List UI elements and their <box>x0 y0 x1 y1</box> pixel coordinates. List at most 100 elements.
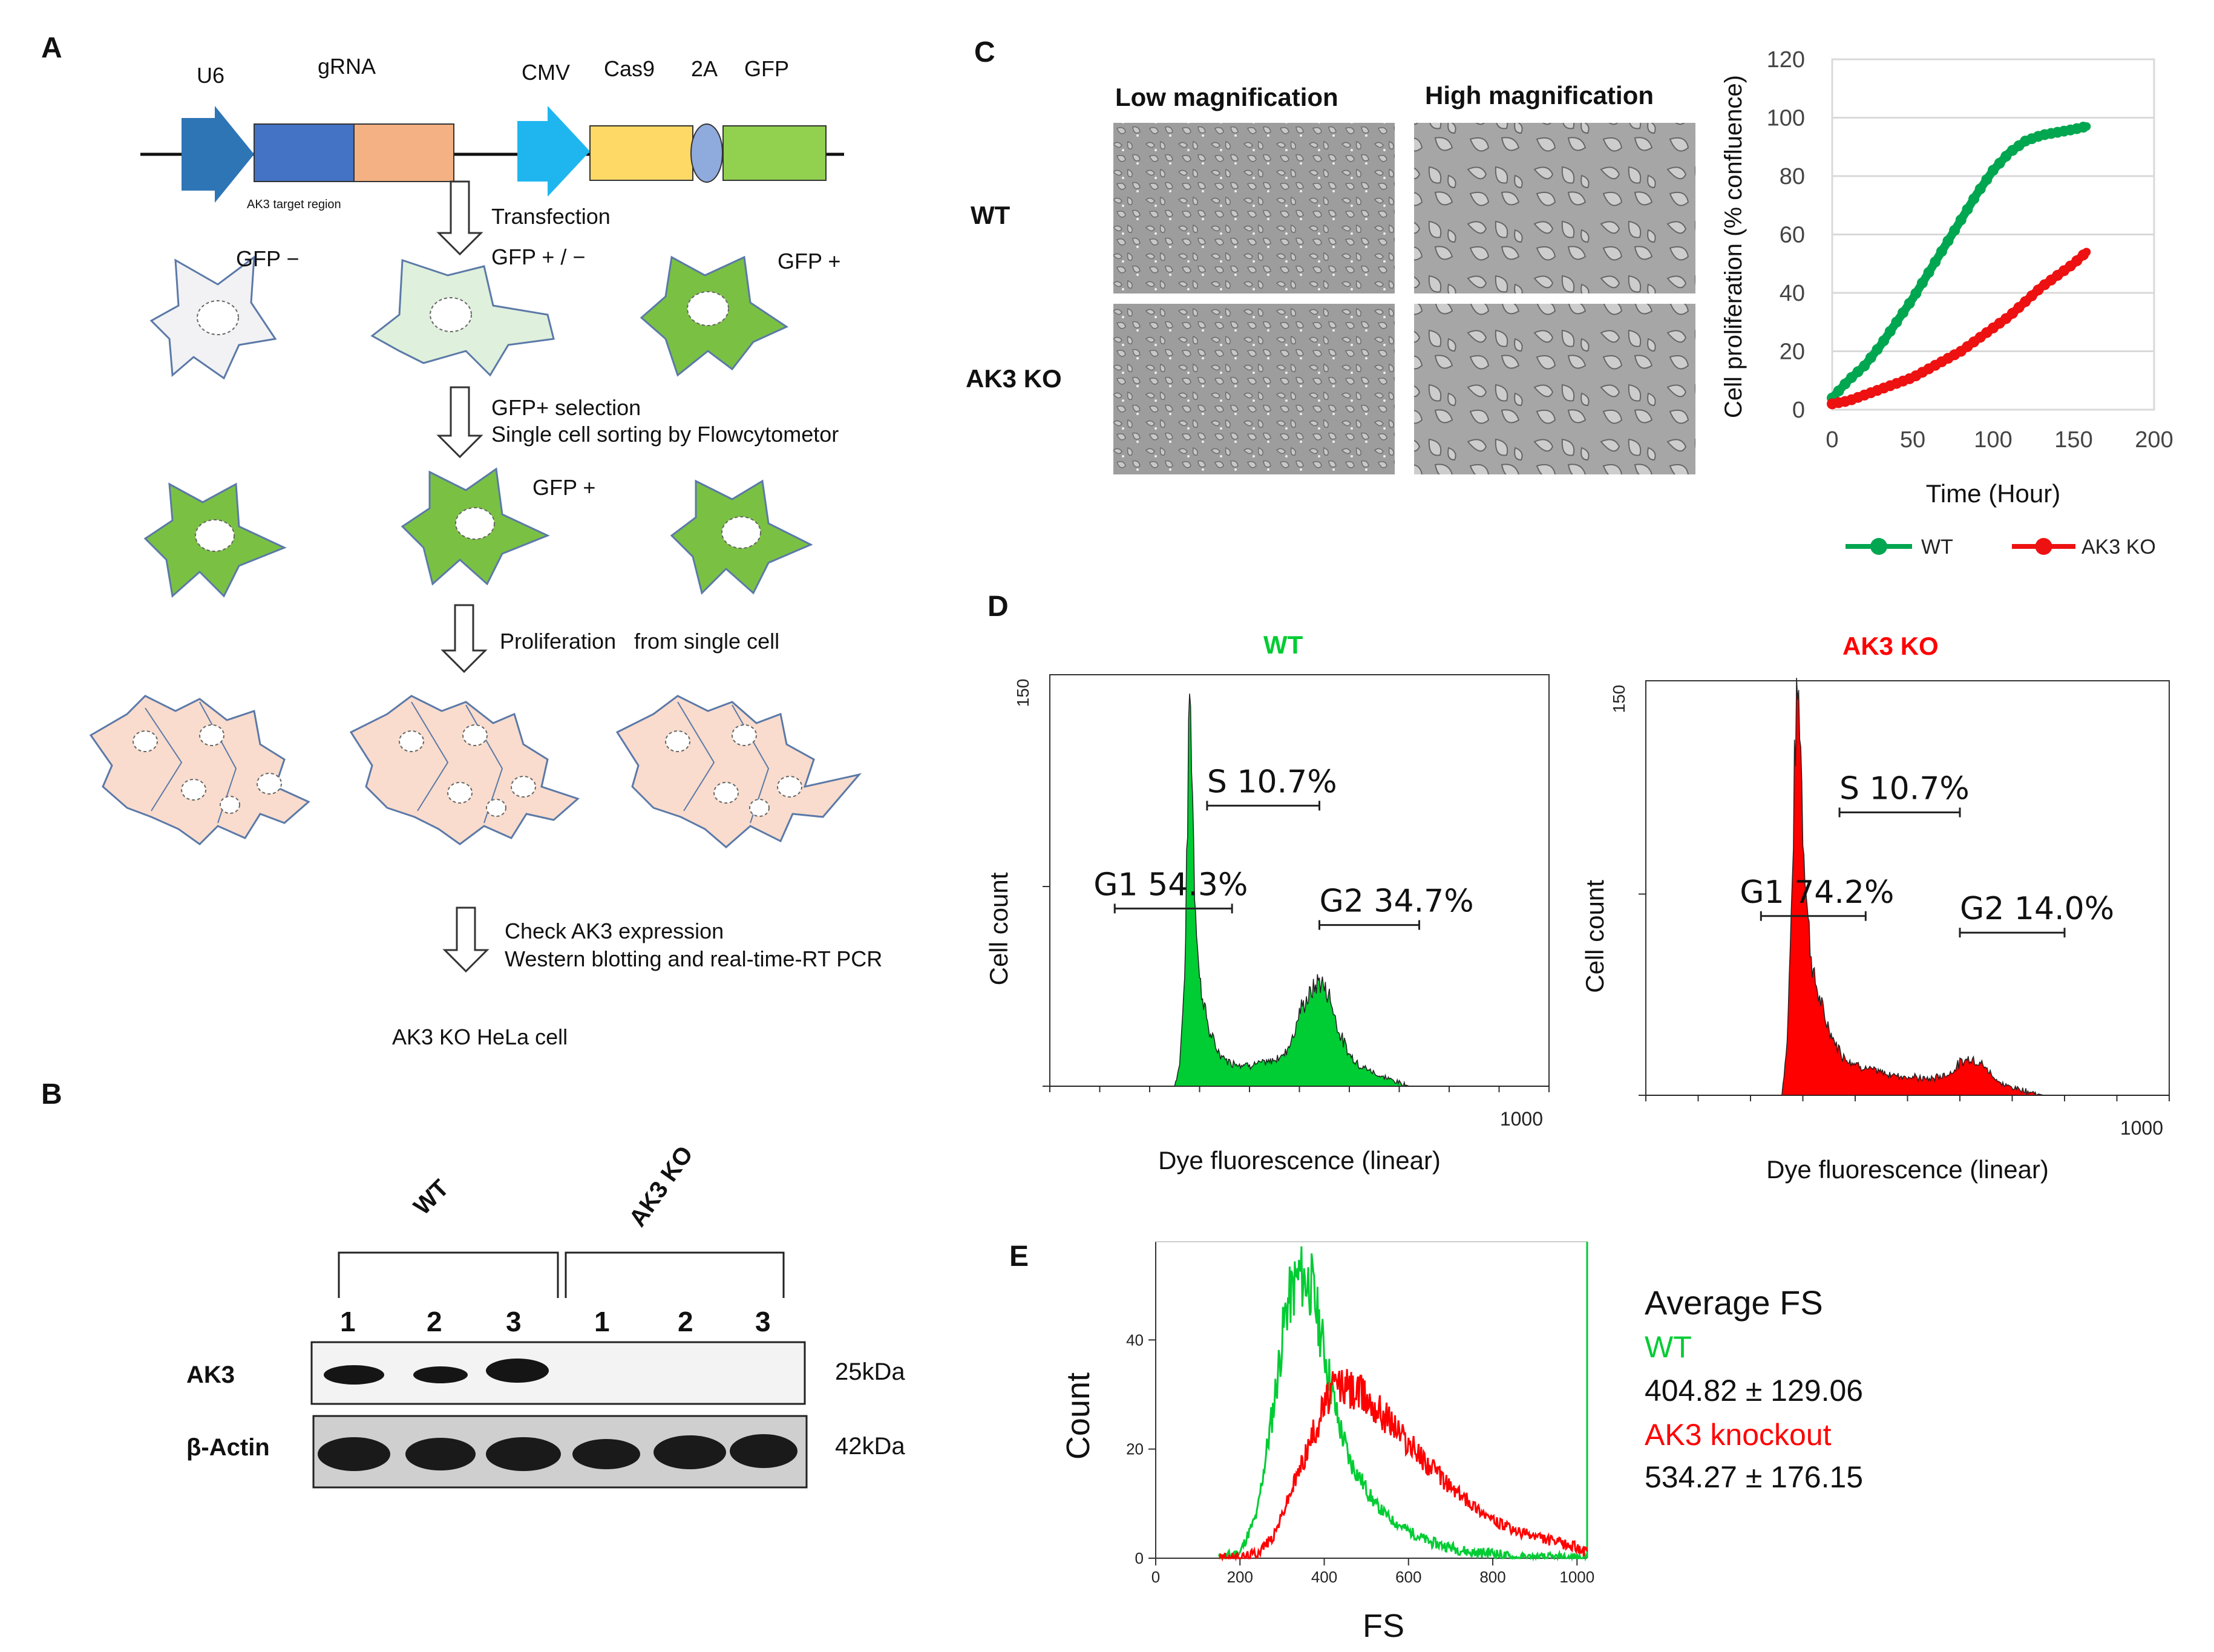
data-point <box>1884 326 1896 337</box>
x-tick-label: 50 <box>1900 427 1925 453</box>
row-label-wt: WT <box>971 201 1010 229</box>
kda-actin: 42kDa <box>835 1433 905 1460</box>
blot-band <box>572 1439 640 1469</box>
proliferation-chart: 0 20 40 60 80 100 120 0 50 100 150 200 Time (Hour) Ce… <box>1720 47 2173 559</box>
flow-arrows <box>436 180 490 973</box>
proliferated-clusters <box>89 695 862 848</box>
lane-numbers: 1 2 3 1 2 3 <box>340 1306 771 1337</box>
y-tick-label: 40 <box>1780 281 1805 306</box>
gate-label-s: S 10.7% <box>1839 771 1970 807</box>
avg-fs-ko-value: 534.27 ± 176.15 <box>1645 1460 1863 1494</box>
panel-b: B WT AK3 KO 1 2 3 1 2 3 AK3 β-Actin 25kD… <box>41 1078 905 1489</box>
x-axis-label: Dye fluorescence (linear) <box>1766 1155 2049 1184</box>
x-tick-label: 200 <box>1227 1568 1253 1586</box>
down-arrow-icon <box>441 604 488 674</box>
avg-fs-ko-label: AK3 knockout <box>1645 1418 1832 1452</box>
row-label-actin: β-Actin <box>186 1434 270 1461</box>
data-point <box>1872 344 1883 355</box>
down-arrow-icon <box>442 906 490 973</box>
row-label-ak3: AK3 <box>186 1362 235 1388</box>
data-point <box>1898 307 1909 318</box>
target-region-box <box>353 123 454 182</box>
group-label-ak3-ko: AK3 KO <box>624 1141 698 1231</box>
data-point <box>1955 214 1967 226</box>
series-line-ak3-knockout <box>1219 1369 1588 1562</box>
avg-fs-wt-label: WT <box>1645 1330 1692 1364</box>
y-tick-label: 40 <box>1126 1331 1144 1349</box>
data-point <box>1878 335 1890 347</box>
data-point <box>1930 256 1941 267</box>
bracket-wt <box>338 1251 559 1298</box>
kda-ak3: 25kDa <box>835 1359 905 1385</box>
legend-marker <box>1870 538 1887 555</box>
y-tick-label: 0 <box>1792 398 1805 423</box>
data-point <box>1968 193 1980 205</box>
blot-band <box>486 1359 549 1383</box>
data-point <box>1904 298 1915 309</box>
gate-label-s: S 10.7% <box>1207 764 1337 800</box>
y-tick-label: 20 <box>1780 339 1805 365</box>
y-axis-label: Cell proliferation (% confluence) <box>1720 75 1747 418</box>
data-point <box>1974 183 1986 195</box>
data-point <box>1994 157 2005 169</box>
data-point <box>1891 316 1902 328</box>
blot-band <box>486 1437 561 1471</box>
micrograph-ko-high <box>1414 304 1695 474</box>
blot-actin-bands <box>318 1434 797 1471</box>
target-region-label: AK3 target region <box>247 198 341 211</box>
data-point <box>1981 174 1993 185</box>
series-line-wt <box>1217 1246 1588 1562</box>
panel-a-letter: A <box>41 32 62 64</box>
histogram-ko-title: AK3 KO <box>1842 632 1939 660</box>
u6-promoter-arrow <box>182 106 254 203</box>
legend-label: AK3 KO <box>2081 536 2156 559</box>
data-point <box>1942 235 1954 247</box>
legend-marker <box>2035 538 2052 555</box>
y-tick-label: 150 <box>1014 679 1032 707</box>
data-point <box>1988 165 1999 176</box>
2a-label: 2A <box>691 56 718 81</box>
blot-ak3-bands <box>324 1359 549 1385</box>
cas9-box <box>589 125 693 181</box>
histogram-wt-title: WT <box>1263 631 1303 659</box>
micrograph-wt-low <box>1113 123 1395 293</box>
step-transfection: Transfection <box>491 204 611 229</box>
data-point <box>1936 246 1947 257</box>
label-gfp-mixed: GFP + / − <box>491 244 585 269</box>
plot-frame <box>1645 680 2170 1096</box>
gate-label-g1: G1 54.3% <box>1093 867 1248 903</box>
panel-e-letter: E <box>1009 1241 1029 1273</box>
y-tick-label: 0 <box>1135 1549 1144 1567</box>
y-tick-label: 150 <box>1610 685 1628 713</box>
histogram-area <box>1646 678 2169 1096</box>
grna-label: gRNA <box>318 54 376 79</box>
u6-label: U6 <box>197 63 224 88</box>
panel-c: C Low magnification High magnification W… <box>966 36 2173 559</box>
avg-fs-title: Average FS <box>1645 1283 1823 1322</box>
data-point <box>1923 267 1934 278</box>
micrograph-wt-high <box>1414 123 1695 293</box>
row-label-ak3-ko: AK3 KO <box>966 364 1062 393</box>
blot-band <box>324 1365 384 1385</box>
column-label-low: Low magnification <box>1115 83 1338 111</box>
x-axis-label: FS <box>1363 1608 1404 1644</box>
lane-number: 1 <box>594 1306 610 1337</box>
blot-band <box>405 1438 476 1470</box>
x-tick-label: 600 <box>1395 1568 1421 1586</box>
grna-box <box>254 123 355 182</box>
panel-c-letter: C <box>974 36 995 68</box>
y-axis-label: Count <box>1060 1372 1096 1460</box>
y-axis-label: Cell count <box>1580 880 1609 993</box>
lane-number: 1 <box>340 1306 356 1337</box>
micrograph-ko-low <box>1113 304 1395 474</box>
histogram-wt: 150 1000 Dye fluorescence (linear) Cell cou… <box>984 674 1550 1175</box>
column-label-high: High magnification <box>1425 81 1654 110</box>
x-tick-label: 1000 <box>2120 1117 2163 1139</box>
x-tick-label: 800 <box>1479 1568 1505 1586</box>
lane-number: 2 <box>427 1306 442 1337</box>
y-tick-label: 20 <box>1126 1440 1144 1458</box>
sorted-cell-nuclei <box>195 507 761 552</box>
series-line-ak3-ko <box>1828 247 2091 408</box>
lane-number: 3 <box>755 1306 771 1337</box>
down-arrow-icon <box>436 386 483 459</box>
